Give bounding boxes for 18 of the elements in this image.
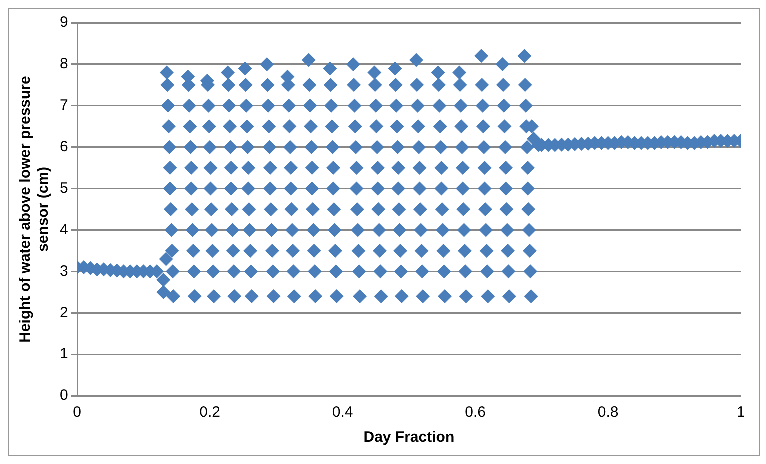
x-tick-label: 0.8 bbox=[598, 404, 619, 422]
x-tick-label: 0 bbox=[73, 404, 82, 422]
y-tick-label: 5 bbox=[60, 180, 68, 197]
y-tick-label: 9 bbox=[60, 14, 68, 32]
y-tick-label: 2 bbox=[60, 304, 68, 322]
y-tick-label: 0 bbox=[60, 387, 68, 404]
x-axis-title: Day Fraction bbox=[364, 429, 455, 446]
x-tick-label: 1 bbox=[736, 404, 746, 422]
y-tick-label: 6 bbox=[60, 138, 68, 156]
y-tick-label: 1 bbox=[60, 346, 68, 363]
x-tick-label: 0.2 bbox=[200, 404, 221, 422]
x-tick-label: 0.4 bbox=[332, 404, 354, 422]
y-tick-label: 8 bbox=[60, 56, 68, 73]
x-tick-label: 0.6 bbox=[465, 404, 486, 422]
y-tick-label: 7 bbox=[60, 97, 68, 114]
y-axis-title: Height of water above lower pressure sensor (cm) bbox=[17, 76, 52, 343]
y-tick-label: 4 bbox=[60, 221, 68, 238]
y-tick-label: 3 bbox=[60, 262, 68, 280]
